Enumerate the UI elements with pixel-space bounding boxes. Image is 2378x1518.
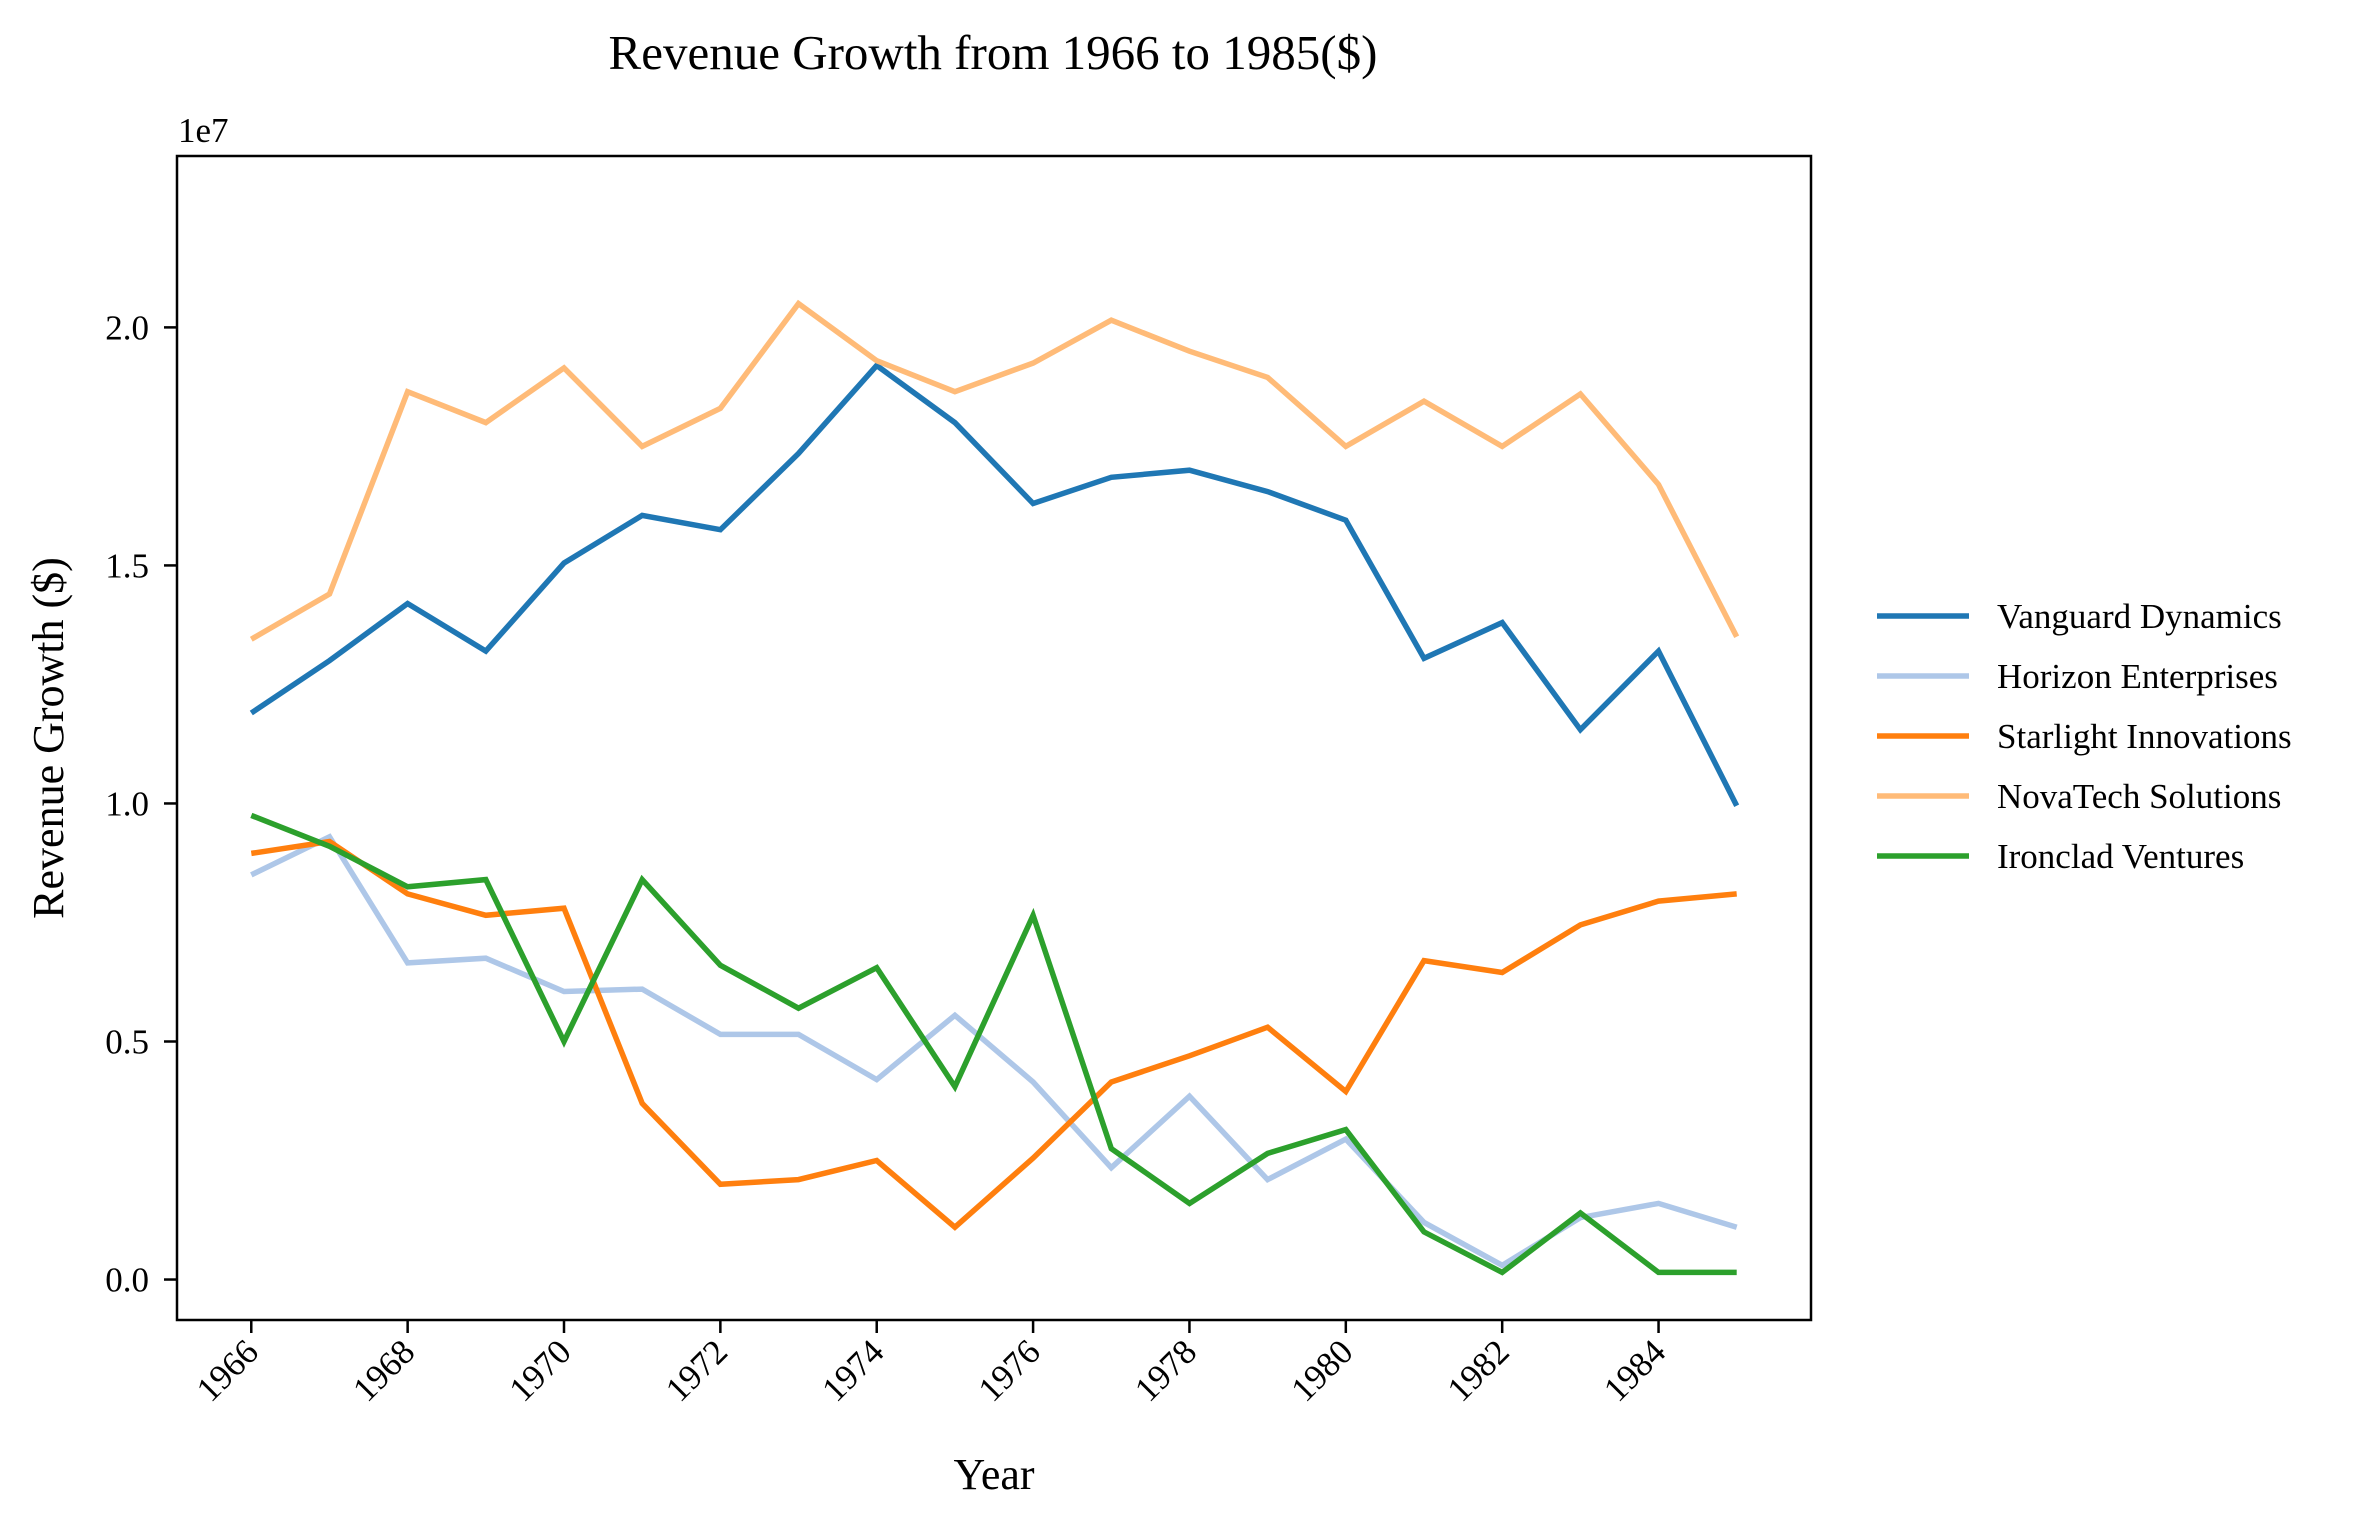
- x-tick-label: 1966: [189, 1332, 266, 1409]
- y-offset-label: 1e7: [178, 111, 229, 150]
- legend-label: Starlight Innovations: [1997, 717, 2292, 756]
- x-tick-label: 1970: [502, 1332, 579, 1409]
- y-axis: 0.0 0.5 1.0 1.5 2.0: [105, 308, 177, 1300]
- legend-label: Vanguard Dynamics: [1997, 597, 2282, 636]
- x-tick-label: 1984: [1596, 1332, 1673, 1409]
- x-tick-label: 1980: [1283, 1332, 1360, 1409]
- series-line-vanguard-dynamics: [249, 361, 1740, 808]
- legend-label: Ironclad Ventures: [1997, 837, 2244, 876]
- y-tick-label: 0.5: [105, 1022, 149, 1061]
- legend-item-horizon-enterprises: Horizon Enterprises: [1877, 657, 2278, 696]
- x-axis: 1966 1968 1970 1972 1974 1976 1978 1980 1982 1984: [189, 1320, 1673, 1409]
- plot-frame: [175, 154, 1813, 1322]
- x-tick-label: 1982: [1440, 1332, 1517, 1409]
- x-tick-label: 1974: [814, 1332, 891, 1409]
- y-tick-label: 2.0: [105, 308, 149, 347]
- legend-item-novatech-solutions: NovaTech Solutions: [1877, 777, 2281, 816]
- series-line-novatech-solutions: [249, 299, 1740, 642]
- x-tick-label: 1972: [658, 1332, 735, 1409]
- x-tick-label: 1968: [345, 1332, 422, 1409]
- legend-item-starlight-innovations: Starlight Innovations: [1877, 717, 2292, 756]
- chart-title: Revenue Growth from 1966 to 1985($): [609, 25, 1378, 80]
- x-tick-label: 1978: [1127, 1332, 1204, 1409]
- series-line-ironclad-ventures: [250, 812, 1737, 1276]
- x-tick-label: 1976: [971, 1332, 1048, 1409]
- legend: Vanguard Dynamics Horizon Enterprises Star…: [1877, 597, 2292, 876]
- legend-label: NovaTech Solutions: [1997, 777, 2281, 816]
- y-tick-label: 0.0: [105, 1261, 149, 1300]
- y-tick-label: 1.0: [105, 784, 149, 823]
- legend-item-ironclad-ventures: Ironclad Ventures: [1877, 837, 2244, 876]
- series-line-starlight-innovations: [250, 838, 1737, 1231]
- legend-label: Horizon Enterprises: [1997, 657, 2278, 696]
- series-line-horizon-enterprises: [250, 833, 1738, 1269]
- legend-item-vanguard-dynamics: Vanguard Dynamics: [1877, 597, 2282, 636]
- y-tick-label: 1.5: [105, 546, 149, 585]
- plot-lines: [249, 299, 1740, 1276]
- x-axis-label: Year: [953, 1450, 1034, 1499]
- y-axis-label: Revenue Growth ($): [24, 557, 73, 919]
